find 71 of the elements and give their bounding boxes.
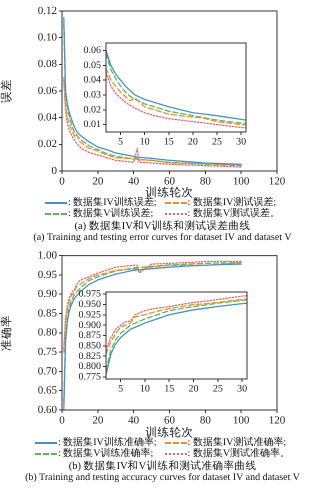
y-tick-label: 0.06	[84, 45, 101, 56]
y-tick-label: 0.75	[38, 346, 58, 358]
x-tick-label: 25	[212, 384, 223, 395]
text: (b) Training and testing accuracy curves for dataset IV and dataset V	[24, 472, 301, 483]
x-tick-label: 0	[59, 175, 66, 188]
y-tick-label: 0.12	[38, 4, 57, 17]
legend-label: : 数据集IV测试准确率;	[188, 437, 286, 448]
x-tick-label: 30	[236, 136, 246, 148]
x-tick-label: 80	[200, 175, 212, 188]
y-tick-label: 0.10	[38, 32, 58, 44]
y-axis-title: 误差	[0, 79, 13, 103]
legend-label: : 数据集V测试误差。	[188, 208, 280, 219]
y-tick-label: 0.02	[38, 138, 57, 150]
x-tick-label: 80	[200, 414, 212, 426]
text: (a) 数据集IV和V训练和测试误差曲线	[74, 221, 252, 232]
y-tick-label: 0.65	[38, 384, 58, 397]
y-tick-label: 0.02	[84, 104, 101, 116]
y-tick-label: 0.975	[78, 288, 101, 300]
legend-label: : 数据集V训练误差;	[68, 208, 154, 219]
y-tick-label: 0.80	[38, 326, 58, 339]
y-tick-label: 1.00	[38, 249, 58, 262]
legend-label: : 数据集IV测试误差;	[188, 197, 276, 208]
y-tick-label: 0.60	[38, 404, 58, 416]
x-tick-label: 20	[188, 136, 198, 148]
x-tick-label: 10	[140, 384, 150, 395]
y-tick-label: 0.95	[38, 268, 58, 281]
x-tick-label: 100	[232, 175, 250, 188]
y-tick-label: 0.05	[84, 60, 101, 71]
y-tick-label: 0.06	[38, 84, 58, 97]
y-tick-label: 0.950	[78, 299, 101, 310]
x-tick-label: 20	[92, 414, 104, 426]
y-tick-label: 0.875	[78, 330, 101, 342]
x-tick-label: 40	[128, 414, 140, 426]
y-tick-label: 0.825	[78, 350, 101, 362]
y-tick-label: 0.08	[38, 58, 58, 70]
legend-label: : 数据集IV训练准确率;	[58, 437, 157, 448]
text: (b) 数据集IV和V训练和测试准确率曲线	[68, 461, 258, 472]
y-tick-label: 0.850	[78, 340, 101, 352]
x-tick-label: 20	[92, 175, 104, 188]
x-tick-label: 60	[164, 414, 176, 426]
legend-label: : 数据集IV训练误差;	[68, 197, 157, 208]
legend-label: : 数据集V测试准确率。	[188, 448, 290, 459]
x-tick-label: 40	[128, 175, 140, 188]
x-tick-label: 10	[140, 136, 150, 148]
legend-label: : 数据集V训练准确率;	[58, 448, 154, 459]
y-tick-label: 0.03	[84, 90, 101, 101]
y-tick-label: 0.04	[84, 74, 101, 86]
x-tick-label: 120	[268, 175, 286, 188]
x-tick-label: 30	[237, 384, 248, 395]
y-tick-label: 0.800	[78, 361, 101, 372]
x-tick-label: 15	[164, 136, 174, 148]
y-tick-label: 0.70	[38, 365, 58, 378]
y-tick-label: 0.900	[78, 320, 101, 331]
y-axis-title: 准确率	[0, 314, 13, 351]
x-tick-label: 120	[268, 414, 286, 426]
x-tick-label: 25	[212, 136, 222, 148]
x-tick-label: 0	[59, 414, 66, 426]
y-tick-label: 0.01	[84, 119, 101, 130]
x-tick-label: 60	[164, 175, 176, 188]
y-tick-label: 0.04	[38, 112, 58, 124]
y-tick-label: 0.925	[78, 309, 101, 320]
x-tick-label: 20	[188, 384, 199, 395]
x-tick-label: 5	[118, 136, 123, 148]
y-tick-label: 0.90	[38, 288, 58, 300]
x-tick-label: 15	[164, 384, 174, 395]
text: (a) Training and testing error curves for dataset IV and dataset V	[32, 232, 293, 243]
y-tick-label: 0	[52, 164, 58, 177]
x-tick-label: 100	[232, 414, 250, 426]
x-tick-label: 5	[118, 384, 124, 395]
y-tick-label: 0.85	[38, 307, 58, 320]
y-tick-label: 0.775	[78, 372, 101, 383]
